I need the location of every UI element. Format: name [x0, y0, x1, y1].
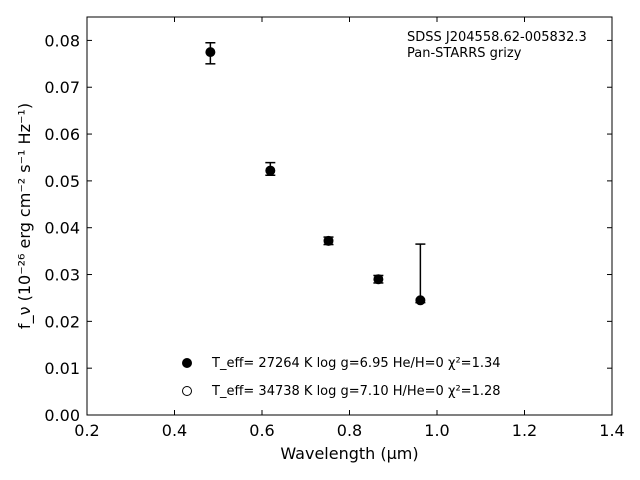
y-axis-label: f_ν (10⁻²⁶ erg cm⁻² s⁻¹ Hz⁻¹)	[15, 103, 35, 329]
model-point-filled	[373, 274, 384, 285]
x-tick-label: 0.6	[249, 421, 274, 440]
y-tick-label: 0.00	[44, 406, 80, 425]
y-tick-label: 0.05	[44, 172, 80, 191]
model-point-filled	[323, 235, 334, 246]
x-tick-label: 1.0	[424, 421, 449, 440]
x-tick-label: 0.8	[337, 421, 362, 440]
legend-label-model-2: T_eff= 34738 K log g=7.10 H/He=0 χ²=1.28	[211, 384, 501, 399]
x-tick-label: 0.4	[162, 421, 187, 440]
survey-annotation: Pan-STARRS grizy	[407, 46, 522, 61]
y-tick-label: 0.07	[44, 78, 80, 97]
x-tick-label: 1.2	[512, 421, 537, 440]
object-name-annotation: SDSS J204558.62-005832.3	[407, 30, 587, 45]
y-tick-label: 0.02	[44, 312, 80, 331]
y-tick-label: 0.06	[44, 125, 80, 144]
model-point-filled	[265, 165, 276, 176]
legend-marker-filled	[182, 358, 192, 368]
plot-frame	[86, 16, 613, 416]
legend: T_eff= 27264 K log g=6.95 He/H=0 χ²=1.34…	[182, 356, 501, 399]
y-tick-label: 0.01	[44, 359, 80, 378]
x-axis-label: Wavelength (μm)	[280, 444, 418, 463]
y-tick-label: 0.04	[44, 219, 80, 238]
legend-marker-open	[182, 386, 192, 396]
model-point-filled	[205, 47, 216, 58]
x-tick-label: 1.4	[599, 421, 624, 440]
x-tick-label: 0.2	[74, 421, 99, 440]
model-point-filled	[415, 295, 426, 306]
legend-label-model-1: T_eff= 27264 K log g=6.95 He/H=0 χ²=1.34	[211, 356, 501, 371]
y-tick-label: 0.03	[44, 266, 80, 285]
y-tick-label: 0.08	[44, 31, 80, 50]
